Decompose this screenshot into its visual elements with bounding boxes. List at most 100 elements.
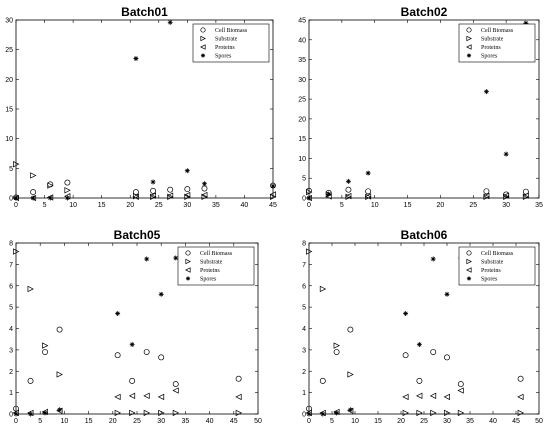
y-tick-label: 35 bbox=[298, 57, 306, 64]
data-point bbox=[365, 188, 372, 195]
x-tick-label: 30 bbox=[502, 202, 510, 209]
x-tick-label: 50 bbox=[254, 418, 262, 425]
legend-label: Substrate bbox=[481, 37, 504, 43]
y-tick-label: 10 bbox=[5, 136, 13, 143]
y-tick-label: 7 bbox=[9, 262, 13, 269]
legend-marker bbox=[200, 35, 206, 42]
data-point bbox=[402, 409, 409, 417]
data-point bbox=[158, 354, 165, 361]
chart-panel-2: Batch02 0 5 10 15 20 25 30 35 0 5 10 15 20 25 30 35 40 45 C… bbox=[298, 5, 543, 209]
legend-label: Proteins bbox=[215, 45, 235, 51]
y-tick-label: 1 bbox=[302, 390, 306, 397]
legend-marker bbox=[185, 267, 191, 273]
y-tick-label: 0 bbox=[302, 412, 306, 419]
y-tick-label: 15 bbox=[298, 136, 306, 143]
x-tick-label: 15 bbox=[98, 202, 106, 209]
data-point bbox=[132, 193, 140, 200]
data-point bbox=[13, 411, 19, 417]
data-point bbox=[483, 188, 490, 195]
x-tick-label: 50 bbox=[535, 418, 543, 425]
x-tick-label: 0 bbox=[307, 418, 311, 425]
data-point bbox=[517, 375, 524, 382]
legend-marker bbox=[466, 267, 472, 273]
data-point bbox=[347, 371, 354, 378]
legend-marker bbox=[200, 53, 206, 58]
data-point bbox=[201, 185, 208, 192]
data-point bbox=[13, 161, 20, 168]
series-spores bbox=[306, 255, 464, 417]
data-point bbox=[235, 393, 242, 401]
legend-label: Spores bbox=[215, 54, 232, 60]
legend-label: Cell Biomass bbox=[481, 251, 514, 257]
x-tick-label: 45 bbox=[230, 418, 238, 425]
data-point bbox=[430, 256, 436, 262]
legend-marker bbox=[466, 250, 472, 256]
data-point bbox=[483, 192, 490, 200]
y-tick-label: 4 bbox=[302, 326, 306, 333]
data-point bbox=[184, 168, 190, 174]
legend-label: Substrate bbox=[215, 37, 238, 43]
data-point bbox=[56, 371, 63, 378]
data-point bbox=[333, 349, 340, 355]
data-point bbox=[503, 193, 510, 200]
series-cell-biomass bbox=[306, 186, 529, 198]
data-point bbox=[157, 393, 165, 401]
y-tick-label: 0 bbox=[9, 196, 13, 203]
data-point bbox=[345, 192, 352, 200]
x-tick-label: 35 bbox=[212, 202, 220, 209]
legend-marker bbox=[466, 35, 472, 42]
chart-panel-1: Batch01 0 5 10 15 20 25 30 35 40 45 0 5 10 15 20 25 30 Cel… bbox=[5, 5, 277, 209]
legend-label: Substrate bbox=[481, 260, 504, 266]
y-tick-label: 1 bbox=[9, 390, 13, 397]
data-point bbox=[173, 255, 179, 261]
data-point bbox=[27, 285, 34, 293]
chart-title: Batch02 bbox=[401, 5, 448, 19]
data-point bbox=[64, 195, 70, 201]
data-point bbox=[201, 191, 208, 199]
data-point bbox=[47, 182, 54, 189]
legend-box bbox=[177, 246, 255, 286]
y-tick-label: 25 bbox=[298, 97, 306, 104]
legend-marker bbox=[466, 276, 472, 281]
y-tick-label: 0 bbox=[9, 412, 13, 419]
data-point bbox=[364, 193, 372, 200]
legend: Cell Biomass Substrate Proteins Spores bbox=[458, 246, 536, 286]
series-substrate bbox=[306, 188, 530, 200]
data-point bbox=[13, 248, 20, 255]
series-spores bbox=[306, 20, 529, 201]
data-point bbox=[416, 342, 422, 348]
series-spores bbox=[13, 255, 179, 417]
legend-label: Proteins bbox=[481, 45, 501, 51]
data-point bbox=[444, 409, 451, 417]
legend-marker bbox=[185, 258, 191, 265]
y-tick-label: 2 bbox=[302, 369, 306, 376]
x-tick-label: 5 bbox=[340, 202, 344, 209]
data-point bbox=[430, 409, 437, 417]
data-point bbox=[416, 409, 423, 417]
y-tick-label: 8 bbox=[9, 241, 13, 248]
y-tick-label: 3 bbox=[302, 347, 306, 354]
data-point bbox=[201, 193, 208, 200]
data-point bbox=[522, 192, 529, 199]
series-substrate bbox=[13, 248, 243, 417]
data-point bbox=[56, 326, 63, 333]
data-point bbox=[114, 393, 121, 401]
data-point bbox=[402, 352, 409, 359]
series-cell-biomass bbox=[306, 326, 524, 412]
x-tick-label: 10 bbox=[61, 418, 69, 425]
x-tick-label: 5 bbox=[38, 418, 42, 425]
chart-title: Batch05 bbox=[114, 228, 161, 242]
data-point bbox=[365, 193, 372, 200]
data-point bbox=[320, 411, 326, 417]
data-point bbox=[270, 183, 276, 189]
x-tick-label: 40 bbox=[241, 202, 249, 209]
data-point bbox=[64, 179, 71, 186]
x-tick-label: 5 bbox=[43, 202, 47, 209]
data-point bbox=[457, 387, 464, 394]
legend-label: Substrate bbox=[200, 260, 223, 266]
data-point bbox=[47, 195, 53, 201]
data-point bbox=[319, 285, 327, 293]
x-tick-label: 20 bbox=[126, 202, 134, 209]
data-point bbox=[129, 377, 136, 384]
